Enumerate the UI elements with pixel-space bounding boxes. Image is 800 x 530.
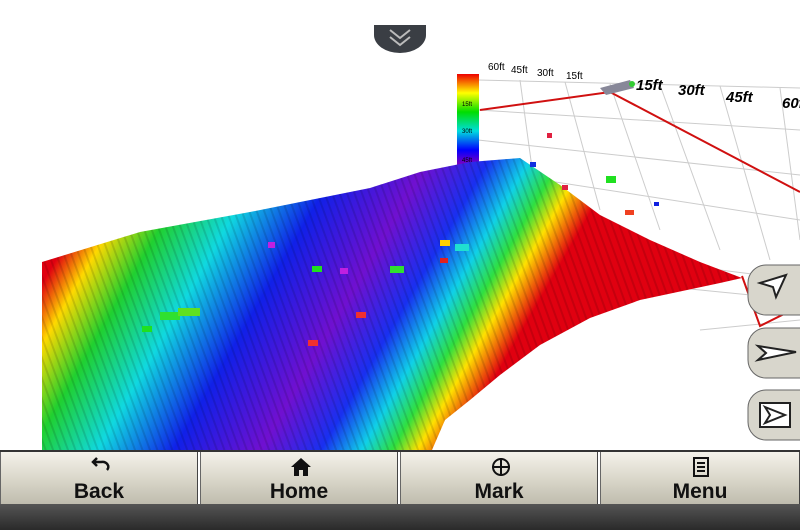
depth-label: 15ft: [636, 77, 664, 94]
depth-label: 30ft: [678, 82, 706, 99]
sonar-view: 15ft 30ft 45ft 60ft 45ft 30ft 15ft 15ft …: [42, 25, 800, 450]
bottom-bar: [0, 504, 800, 530]
depth-label: 45ft: [511, 65, 528, 76]
color-scale: [457, 74, 479, 169]
depth-label: 60ft: [488, 62, 505, 73]
scale-label: 15ft: [462, 102, 472, 108]
menu-button[interactable]: Menu: [600, 452, 800, 504]
depth-label: 15ft: [566, 71, 583, 82]
fish-targets: [142, 133, 659, 346]
mark-button[interactable]: Mark: [400, 452, 598, 504]
back-button[interactable]: Back: [0, 452, 198, 504]
home-button[interactable]: Home: [200, 452, 398, 504]
button-label: Menu: [672, 480, 728, 503]
scale-label: 45ft: [462, 158, 472, 164]
depth-label: 60ft: [782, 95, 800, 112]
button-label: Back: [73, 480, 125, 503]
depth-label: 30ft: [537, 68, 554, 79]
scale-label: 30ft: [462, 129, 472, 135]
view-buttons[interactable]: [747, 264, 800, 441]
sonar-surface: [42, 158, 742, 450]
button-label: Home: [269, 480, 329, 503]
button-label: Mark: [474, 480, 524, 503]
depth-label: 45ft: [725, 89, 754, 106]
